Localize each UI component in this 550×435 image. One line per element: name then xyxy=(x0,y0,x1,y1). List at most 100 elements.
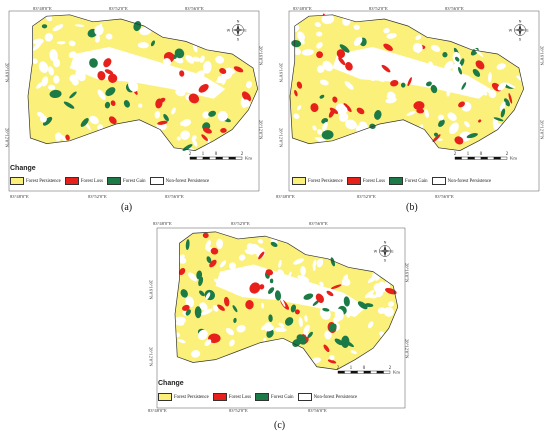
land-cover-patch xyxy=(322,308,330,312)
right-coord: 28°16'0"N xyxy=(258,46,264,66)
land-cover-patch xyxy=(386,32,397,39)
bottom-coord: 83°52'0"E xyxy=(88,194,107,199)
land-cover-patch xyxy=(345,62,353,71)
land-cover-patch xyxy=(449,122,459,135)
land-cover-patch xyxy=(104,101,111,109)
compass-label-w: W xyxy=(509,29,513,33)
land-cover-patch xyxy=(466,133,478,139)
land-cover-patch xyxy=(406,111,416,116)
land-cover-patch xyxy=(174,48,185,59)
land-cover-patch xyxy=(246,243,254,252)
land-cover-patch xyxy=(181,304,190,311)
land-cover-patch xyxy=(198,329,208,341)
land-cover-patch xyxy=(277,269,284,276)
land-cover-patch xyxy=(464,121,470,128)
scale-bar-segment xyxy=(222,156,230,160)
land-cover-patch xyxy=(342,277,351,286)
land-cover-patch xyxy=(128,79,139,92)
land-cover-patch xyxy=(350,350,357,355)
land-cover-patch xyxy=(438,114,445,121)
land-cover-patch xyxy=(244,249,254,255)
top-coord: 83°48'0"E xyxy=(293,6,312,11)
land-cover-patch xyxy=(245,80,253,89)
right-coord: 28°16'0"N xyxy=(404,263,410,283)
land-cover-patch xyxy=(300,266,306,276)
land-cover-patch xyxy=(458,101,465,108)
land-cover-patch xyxy=(375,289,384,298)
land-cover-patch xyxy=(508,92,513,104)
land-cover-patch xyxy=(329,355,335,361)
scale-tick-label: 2 xyxy=(241,152,244,157)
land-cover-patch xyxy=(41,24,48,29)
top-coord: 83°56'0"E xyxy=(309,221,328,226)
land-cover-patch xyxy=(103,58,112,68)
land-cover-patch xyxy=(176,254,185,261)
land-cover-patch xyxy=(208,333,221,344)
land-cover-patch xyxy=(249,282,261,294)
land-cover-patch xyxy=(301,49,314,56)
left-coord: 28°16'0"N xyxy=(278,63,284,83)
land-cover-patch xyxy=(223,296,230,307)
land-cover-patch xyxy=(279,296,286,307)
land-cover-patch xyxy=(330,257,336,267)
land-cover-patch xyxy=(322,60,333,72)
scale-tick-label: 1 xyxy=(350,366,353,371)
land-cover-patch xyxy=(233,66,244,73)
land-cover-patch xyxy=(287,271,292,280)
top-coord: 83°52'0"E xyxy=(109,6,128,11)
map-frame xyxy=(8,10,260,192)
land-cover-patch xyxy=(499,101,506,112)
land-cover-patch xyxy=(196,270,203,280)
land-cover-patch xyxy=(496,63,506,70)
left-coord: 28°12'0"N xyxy=(278,128,284,148)
land-cover-patch xyxy=(41,76,49,87)
land-cover-patch xyxy=(180,289,188,298)
compass-label-s: S xyxy=(237,38,240,42)
land-cover-patch xyxy=(336,49,346,59)
land-cover-patch xyxy=(338,112,349,122)
land-cover-patch xyxy=(202,111,210,119)
top-coord: 83°56'0"E xyxy=(185,6,204,11)
scale-bar-segment xyxy=(454,156,462,160)
land-cover-patch xyxy=(191,137,198,147)
land-cover-patch xyxy=(212,304,219,312)
land-cover-patch xyxy=(341,335,350,348)
land-cover-patch xyxy=(314,136,327,143)
land-cover-patch xyxy=(268,314,273,322)
land-cover-patch xyxy=(344,81,354,90)
land-cover-patch xyxy=(175,88,186,97)
land-cover-patch xyxy=(383,43,393,51)
land-cover-patch xyxy=(68,51,77,59)
land-cover-patch xyxy=(353,36,363,46)
legend: Forest Persistence Forest Loss Forest Ga… xyxy=(10,177,213,185)
land-cover-patch xyxy=(374,68,385,79)
land-cover-patch xyxy=(38,61,49,73)
swatch xyxy=(212,393,227,401)
land-cover-patch xyxy=(245,299,254,310)
left-coord: 28°16'0"N xyxy=(148,280,154,300)
land-cover-patch xyxy=(203,127,212,134)
scale-tick-label: 2 xyxy=(389,366,392,371)
land-cover-patch xyxy=(137,42,149,49)
land-cover-patch xyxy=(493,117,504,122)
swatch xyxy=(431,177,446,185)
land-cover-patch xyxy=(321,14,335,25)
compass-label-e: E xyxy=(391,250,394,254)
land-cover-patch xyxy=(291,23,300,32)
swatch xyxy=(255,393,270,401)
swatch xyxy=(389,177,404,185)
top-coord: 83°48'0"E xyxy=(33,6,52,11)
land-cover-patch xyxy=(49,49,58,62)
land-cover-patch xyxy=(430,84,438,94)
land-cover-patch xyxy=(185,54,195,64)
scale-tick-label: 2 xyxy=(454,152,457,157)
legend: Forest Persistence Forest Loss Forest Ga… xyxy=(292,177,495,185)
land-cover-patch xyxy=(154,110,161,119)
legend-item-forest-persistence: Forest Persistence xyxy=(292,177,343,185)
land-cover-patch xyxy=(293,113,300,119)
legend-label: Forest Gain xyxy=(271,394,294,400)
land-cover-patch xyxy=(205,292,211,300)
legend-label: Non-forest Persistence xyxy=(165,178,210,184)
land-cover-patch xyxy=(424,108,429,118)
legend-label: Forest Loss xyxy=(80,178,104,184)
